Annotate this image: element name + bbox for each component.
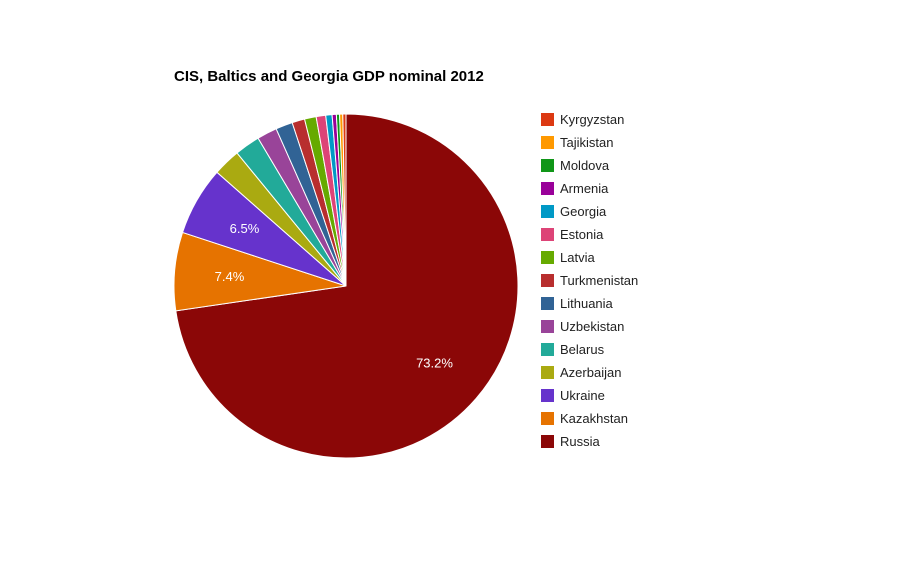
legend-swatch	[541, 435, 554, 448]
slice-value-label-ukraine: 6.5%	[230, 221, 260, 236]
legend-swatch	[541, 274, 554, 287]
legend-swatch	[541, 228, 554, 241]
legend-swatch	[541, 366, 554, 379]
legend-item-belarus[interactable]: Belarus	[541, 338, 638, 361]
legend-item-georgia[interactable]: Georgia	[541, 200, 638, 223]
legend-item-armenia[interactable]: Armenia	[541, 177, 638, 200]
legend-swatch	[541, 136, 554, 149]
slice-value-label-kazakhstan: 7.4%	[215, 269, 245, 284]
pie-slice-russia[interactable]	[175, 113, 519, 459]
pie-slice-kyrgyzstan[interactable]	[342, 113, 347, 287]
legend-label: Armenia	[560, 181, 609, 196]
legend-swatch	[541, 159, 554, 172]
legend-swatch	[541, 412, 554, 425]
legend-swatch	[541, 113, 554, 126]
legend-item-turkmenistan[interactable]: Turkmenistan	[541, 269, 638, 292]
legend-label: Lithuania	[560, 296, 613, 311]
legend-item-latvia[interactable]: Latvia	[541, 246, 638, 269]
legend-label: Russia	[560, 434, 600, 449]
legend-swatch	[541, 205, 554, 218]
legend-item-kazakhstan[interactable]: Kazakhstan	[541, 407, 638, 430]
legend-item-azerbaijan[interactable]: Azerbaijan	[541, 361, 638, 384]
legend-label: Tajikistan	[560, 135, 614, 150]
legend-item-estonia[interactable]: Estonia	[541, 223, 638, 246]
legend-label: Turkmenistan	[560, 273, 639, 288]
legend-label: Georgia	[560, 204, 607, 219]
legend-label: Kazakhstan	[560, 411, 628, 426]
legend-label: Azerbaijan	[560, 365, 622, 380]
legend-item-lithuania[interactable]: Lithuania	[541, 292, 638, 315]
legend-item-moldova[interactable]: Moldova	[541, 154, 638, 177]
legend-label: Moldova	[560, 158, 610, 173]
legend-label: Ukraine	[560, 388, 605, 403]
legend-item-uzbekistan[interactable]: Uzbekistan	[541, 315, 638, 338]
legend-label: Latvia	[560, 250, 595, 265]
legend-swatch	[541, 389, 554, 402]
legend-label: Kyrgyzstan	[560, 112, 625, 127]
legend-item-ukraine[interactable]: Ukraine	[541, 384, 638, 407]
legend-item-kyrgyzstan[interactable]: Kyrgyzstan	[541, 108, 638, 131]
legend-swatch	[541, 297, 554, 310]
chart-title: CIS, Baltics and Georgia GDP nominal 201…	[174, 68, 484, 85]
legend-label: Estonia	[560, 227, 604, 242]
legend-item-tajikistan[interactable]: Tajikistan	[541, 131, 638, 154]
slice-value-label-russia: 73.2%	[416, 356, 453, 371]
legend-label: Belarus	[560, 342, 605, 357]
legend-swatch	[541, 251, 554, 264]
legend-swatch	[541, 182, 554, 195]
legend-item-russia[interactable]: Russia	[541, 430, 638, 453]
legend-swatch	[541, 343, 554, 356]
legend-label: Uzbekistan	[560, 319, 625, 334]
legend-swatch	[541, 320, 554, 333]
chart-legend: Kyrgyzstan Tajikistan Moldova Armenia Georgi…	[541, 108, 638, 453]
